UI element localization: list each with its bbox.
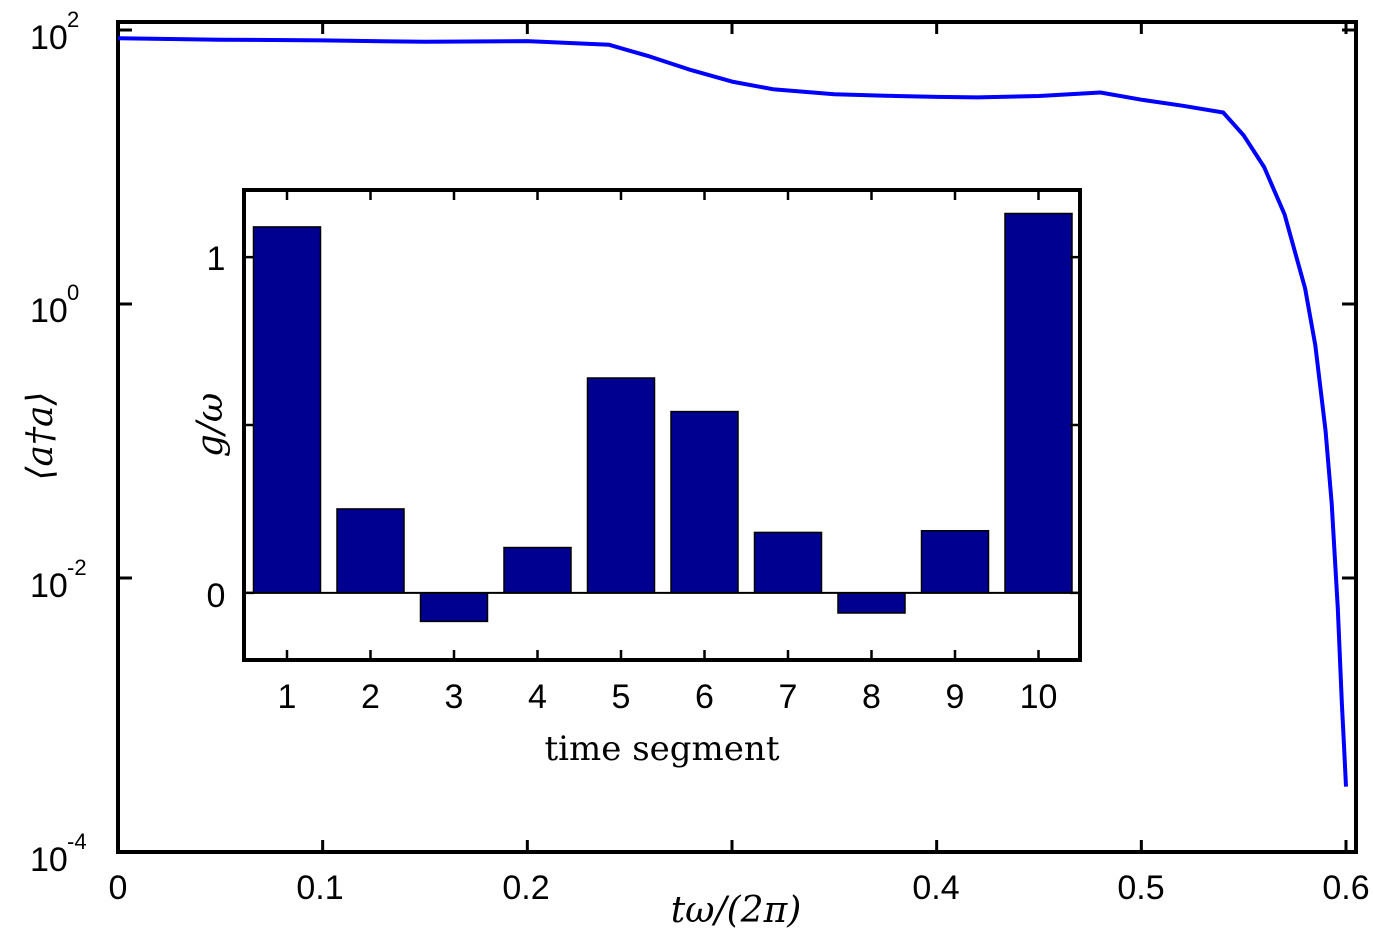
main-x-tick-label: 0.1 <box>296 869 343 907</box>
inset-x-tick-label: 8 <box>862 678 881 716</box>
main-x-tick-label: 0.6 <box>1322 869 1369 907</box>
inset-x-tick-label: 1 <box>278 678 297 716</box>
svg-text:10: 10 <box>30 841 68 879</box>
main-x-tick-label: 0 <box>109 869 128 907</box>
svg-text:-4: -4 <box>67 829 87 854</box>
inset-plot-border <box>242 188 1082 662</box>
inset-x-tick-label: 10 <box>1020 678 1058 716</box>
inset-bar <box>837 592 906 614</box>
svg-text:10: 10 <box>30 292 68 330</box>
inset-x-tick-label: 6 <box>695 678 714 716</box>
inset-x-tick-label: 2 <box>361 678 380 716</box>
main-x-tick-label: 0.5 <box>1117 869 1164 907</box>
main-y-axis-title: ⟨a†a⟩ <box>20 391 61 480</box>
main-x-tick-label: 0.4 <box>912 869 959 907</box>
main-y-tick-label: 10 2 <box>30 7 79 57</box>
inset-y-axis-title: g/ω <box>190 393 231 458</box>
inset-bar <box>336 508 405 594</box>
main-x-axis-title: tω/(2π) <box>671 890 802 931</box>
inset-bar <box>670 410 739 594</box>
main-y-tick-label: 10 0 <box>30 280 79 330</box>
inset-x-tick-label: 3 <box>445 678 464 716</box>
svg-text:2: 2 <box>67 7 79 32</box>
inset-bar <box>419 592 489 623</box>
svg-text:10: 10 <box>30 19 68 57</box>
inset-y-tick-label: 1 <box>207 240 226 278</box>
inset-bar <box>503 546 572 594</box>
inset-bar <box>920 530 990 594</box>
inset-plot: 1 2 3 4 5 6 7 8 9 10 1 0 time segment g/ω <box>190 188 1082 769</box>
inset-x-tick-label: 5 <box>612 678 631 716</box>
inset-bar <box>586 377 656 594</box>
main-series-line <box>117 36 1348 787</box>
inset-x-tick-label: 9 <box>946 678 965 716</box>
main-x-tick-label: 0.2 <box>502 869 549 907</box>
inset-x-axis-title: time segment <box>545 729 780 769</box>
inset-bars <box>252 212 1073 623</box>
svg-text:-2: -2 <box>67 555 87 580</box>
svg-text:10: 10 <box>30 567 68 605</box>
svg-text:0: 0 <box>67 280 79 305</box>
main-y-ticks <box>118 28 1356 854</box>
main-x-ticks <box>116 22 1348 852</box>
main-y-tick-label: 10 -2 <box>30 555 87 605</box>
inset-x-tick-label: 7 <box>779 678 798 716</box>
inset-x-tick-label: 4 <box>528 678 547 716</box>
inset-bar <box>753 531 823 594</box>
inset-x-tick-labels: 1 2 3 4 5 6 7 8 9 10 <box>278 678 1058 716</box>
inset-bar <box>1004 212 1073 594</box>
main-y-tick-label: 10 -4 <box>30 829 87 879</box>
inset-y-tick-label: 0 <box>207 577 226 615</box>
inset-bar <box>252 226 322 594</box>
